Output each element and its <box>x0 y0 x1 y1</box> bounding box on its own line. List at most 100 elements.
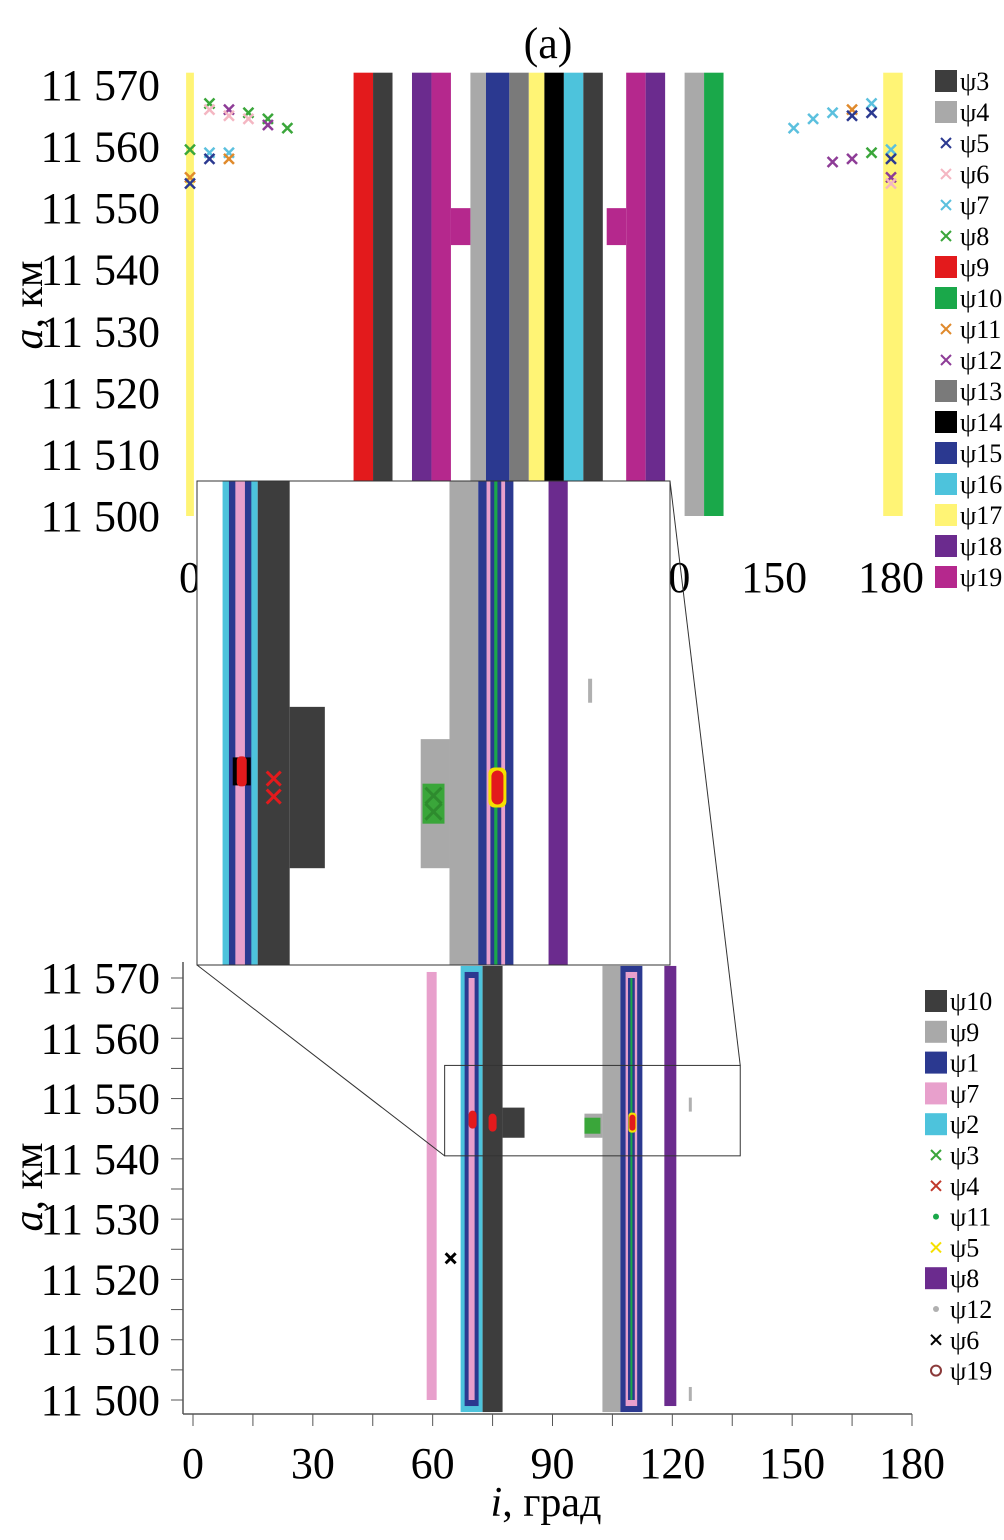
panel-b-xtick-1: 30 <box>291 1439 335 1488</box>
legend-marker-b-8 <box>930 1241 942 1254</box>
panel-b-legend-label-12: ψ19 <box>950 1357 992 1386</box>
panel-b-inset-point-1-body <box>236 756 247 787</box>
panel-a-point-10-stroke-b <box>223 153 235 165</box>
panel-a-point-10 <box>223 153 235 165</box>
panel-b-zoom-connector-right <box>669 480 741 1066</box>
legend-marker-a-6 <box>935 256 957 278</box>
panel-a-legend-label-6: ψ9 <box>960 253 989 282</box>
legend-marker-a-16 <box>935 566 957 588</box>
legend-marker-a-0 <box>935 70 957 92</box>
panel-a-legend-label-15: ψ18 <box>960 532 1002 561</box>
legend-marker-b-6-stroke-b <box>930 1180 942 1192</box>
panel-a-legend-label-9: ψ12 <box>960 346 1002 375</box>
panel-b-inset-point-2-mark-b <box>265 788 282 805</box>
panel-a-point-1-stroke-b <box>184 177 196 190</box>
panel-a-band-14 <box>684 72 705 516</box>
panel-b-inset-point-3-core <box>491 770 504 805</box>
panel-b-point-3 <box>628 1112 637 1133</box>
panel-a-legend-label-7: ψ10 <box>960 284 1002 313</box>
panel-b-xtick-2: 60 <box>411 1439 455 1488</box>
legend-marker-b-10 <box>933 1306 939 1312</box>
panel-b-ytick-6: 11 560 <box>41 1014 160 1063</box>
panel-a-point-24-stroke-b <box>865 106 878 119</box>
panel-b-inset-point-0-mark-b-stroke-b <box>424 802 443 821</box>
panel-a-band-15 <box>704 72 724 516</box>
panel-b-inset-band-3 <box>235 481 245 965</box>
panel-b-inset-point-0 <box>422 783 445 824</box>
panel-b-legend-label-7: ψ11 <box>950 1203 991 1232</box>
legend-marker-a-8-stroke-b <box>940 323 952 335</box>
panel-a-legend-label-4: ψ7 <box>960 191 989 220</box>
legend-marker-a-2-stroke-b <box>940 137 952 149</box>
panel-a-point-21 <box>846 109 858 122</box>
panel-a-point-29 <box>885 177 897 190</box>
legend-marker-a-9 <box>940 354 952 366</box>
panel-a-ytick-0: 11 500 <box>41 492 160 541</box>
panel-a-point-17-stroke-b <box>807 112 819 125</box>
panel-b-band-0 <box>426 971 437 1400</box>
panel-b-legend-label-8: ψ5 <box>950 1233 979 1262</box>
legend-marker-b-9 <box>925 1267 947 1290</box>
panel-a-ytick-5: 11 550 <box>41 184 160 233</box>
panel-a-notch-0 <box>450 208 471 246</box>
panel-a-point-18 <box>826 106 839 119</box>
panel-a-band-12 <box>626 72 646 516</box>
panel-a-point-15-stroke-b <box>281 122 294 134</box>
panel-a-legend-label-0: ψ3 <box>960 67 989 96</box>
panel-b-inset-frame <box>196 480 671 966</box>
panel-b-legend-label-2: ψ1 <box>950 1049 979 1078</box>
legend-marker-a-12 <box>935 442 957 464</box>
legend-marker-b-5-stroke-b <box>930 1149 942 1161</box>
panel-a-legend-label-11: ψ14 <box>960 408 1002 437</box>
panel-a-band-7 <box>509 72 529 516</box>
panel-a-xtick-0: 0 <box>179 553 201 602</box>
panel-b-ytick-5: 11 550 <box>41 1075 160 1124</box>
panel-b-point-6-stroke-b <box>444 1252 457 1265</box>
panel-a-ytick-4: 11 540 <box>41 246 160 295</box>
panel-b-inset-point-2-mark-b-stroke-b <box>265 788 282 805</box>
legend-marker-b-11-stroke-b <box>930 1334 942 1346</box>
panel-a-point-17 <box>807 112 819 125</box>
panel-a-band-0 <box>186 72 194 516</box>
panel-a-point-6 <box>203 153 216 165</box>
legend-marker-a-3 <box>940 168 952 180</box>
panel-b-ylabel: a, км <box>6 1143 52 1232</box>
legend-marker-a-4 <box>940 199 952 211</box>
panel-b-legend-label-5: ψ3 <box>950 1141 979 1170</box>
panel-a-band-16 <box>883 72 903 516</box>
panel-a-band-2 <box>373 72 393 516</box>
panel-b-xtick-3: 90 <box>531 1439 575 1488</box>
panel-a-point-25 <box>865 146 878 159</box>
panel-a-point-23 <box>865 97 878 110</box>
panel-b-xtick-5: 150 <box>759 1439 825 1488</box>
panel-a-point-19 <box>826 156 839 168</box>
legend-marker-a-9-stroke-b <box>940 354 952 366</box>
legend-marker-b-0 <box>925 990 947 1012</box>
panel-a-point-27 <box>885 153 897 165</box>
panel-a-point-4-stroke-b <box>203 103 216 116</box>
panel-a-ytick-2: 11 520 <box>41 369 160 418</box>
panel-a-legend-label-13: ψ16 <box>960 470 1002 499</box>
panel-b-band-3 <box>468 978 475 1400</box>
legend-marker-a-5-stroke-b <box>940 230 952 242</box>
legend-marker-a-5 <box>940 230 952 242</box>
panel-a-band-10 <box>563 72 584 516</box>
legend-marker-b-3 <box>925 1082 947 1105</box>
panel-a-band-4 <box>431 72 451 516</box>
panel-a-point-1 <box>184 177 196 190</box>
panel-a-point-25-stroke-b <box>865 146 878 159</box>
panel-a-band-13 <box>645 72 666 516</box>
legend-marker-b-1 <box>925 1020 947 1043</box>
panel-a-legend-label-10: ψ13 <box>960 377 1002 406</box>
legend-marker-b-7 <box>933 1213 939 1220</box>
panel-a-legend-label-14: ψ17 <box>960 501 1002 530</box>
panel-a-legend-label-16: ψ19 <box>960 563 1002 592</box>
panel-a-ytick-3: 11 530 <box>41 307 160 356</box>
legend-marker-b-8-stroke-b <box>930 1241 942 1254</box>
panel-a-band-8 <box>528 72 545 516</box>
panel-a-point-19-stroke-b <box>826 156 839 168</box>
panel-b-legend-label-1: ψ9 <box>950 1018 979 1047</box>
panel-a-point-8 <box>223 109 235 122</box>
